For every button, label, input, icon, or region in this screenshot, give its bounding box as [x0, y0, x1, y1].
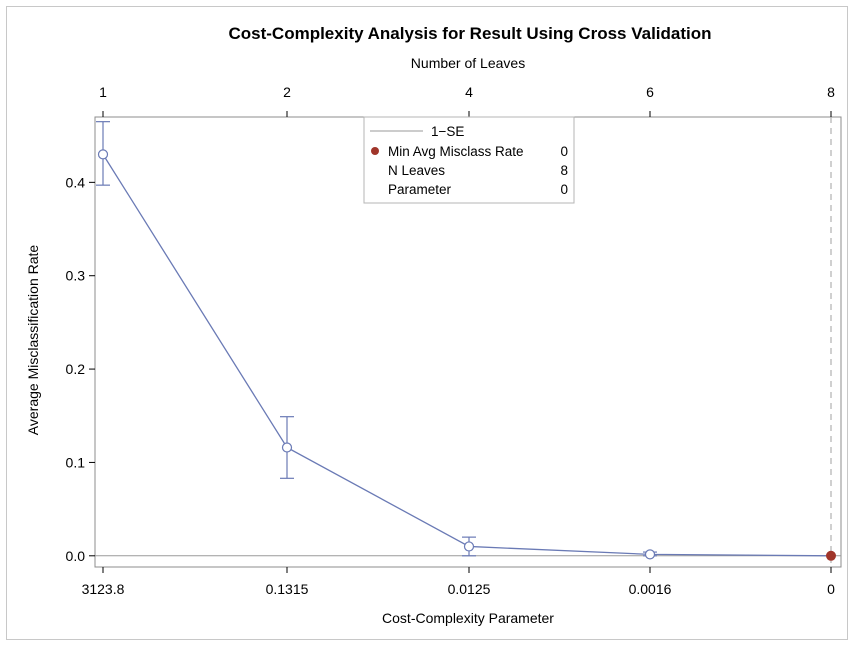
- y-tick-label: 0.3: [66, 268, 86, 284]
- data-point-3: [644, 549, 656, 560]
- x-tick-label: 0.0016: [629, 581, 672, 597]
- series-line: [102, 153, 832, 557]
- x-tick-label: 0.1315: [266, 581, 309, 597]
- y-tick-label: 0.0: [66, 548, 86, 564]
- legend-min-marker: [371, 147, 379, 155]
- y-axis-label: Average Misclassification Rate: [25, 245, 41, 436]
- data-point-2: [463, 541, 475, 552]
- top-axis-label: Number of Leaves: [411, 55, 525, 71]
- legend-min-label: Min Avg Misclass Rate: [388, 144, 524, 159]
- x-tick-label: 3123.8: [82, 581, 125, 597]
- min-point-marker: [826, 550, 836, 561]
- top-x-tick-label: 2: [283, 84, 291, 100]
- x-axis-label: Cost-Complexity Parameter: [382, 610, 554, 626]
- y-tick-label: 0.2: [66, 361, 86, 377]
- top-x-tick-label: 8: [827, 84, 835, 100]
- x-tick-label: 0.0125: [448, 581, 491, 597]
- top-x-tick-label: 1: [99, 84, 107, 100]
- y-tick-label: 0.1: [66, 454, 86, 470]
- legend-parameter-value: 0: [560, 182, 568, 197]
- legend-min-value: 0: [560, 144, 568, 159]
- top-x-tick-label: 4: [465, 84, 473, 100]
- chart-frame: [6, 6, 848, 640]
- legend-nleaves-value: 8: [560, 163, 568, 178]
- legend-1se-label: 1−SE: [431, 124, 464, 139]
- chart-title: Cost-Complexity Analysis for Result Usin…: [228, 24, 711, 43]
- top-x-tick-label: 6: [646, 84, 654, 100]
- legend: 1−SE Min Avg Misclass Rate 0 N Leaves 8 …: [363, 116, 575, 204]
- legend-nleaves-label: N Leaves: [388, 163, 445, 178]
- y-tick-label: 0.4: [66, 174, 86, 190]
- x-tick-label: 0: [827, 581, 835, 597]
- data-point-1: [281, 442, 293, 453]
- data-point-0: [97, 149, 109, 160]
- legend-parameter-label: Parameter: [388, 182, 452, 197]
